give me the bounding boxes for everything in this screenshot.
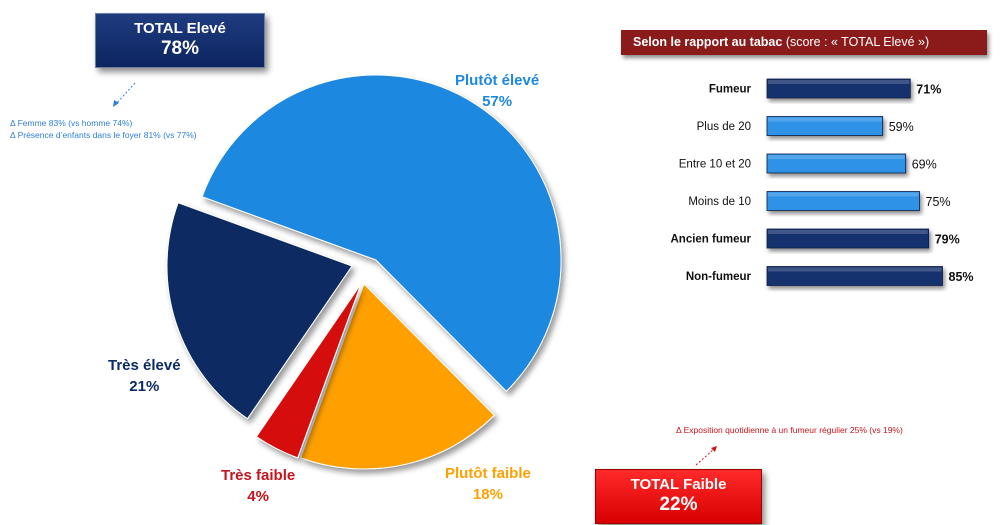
bar-value-label: 59% — [889, 120, 914, 134]
bar-category-label: Moins de 10 — [688, 196, 751, 208]
bar-highlight — [768, 230, 928, 234]
pie-label-plutot-faible-name: Plutôt faible — [445, 465, 531, 482]
bar-highlight — [768, 117, 882, 122]
bar-highlight — [768, 192, 919, 197]
pie-slice-tres-faible — [255, 283, 362, 459]
tabac-chart-header: Selon le rapport au tabac (score : « TOT… — [621, 30, 987, 55]
bar-category-label: Ancien fumeur — [670, 234, 751, 246]
bar-value-label: 85% — [949, 270, 974, 284]
bar — [766, 228, 930, 249]
note-faible: Δ Exposition quotidienne à un fumeur rég… — [676, 425, 903, 435]
bar-highlight — [768, 80, 910, 84]
arrow-eleve — [115, 82, 136, 105]
pie-label-plutot-faible-value: 18% — [472, 486, 503, 503]
note-eleve-1: Δ Femme 83% (vs homme 74%) — [10, 118, 133, 128]
pie-label-plutot-eleve-value: 57% — [482, 93, 513, 110]
note-eleve-2: Δ Présence d’enfants dans le foyer 81% (… — [10, 130, 197, 140]
tabac-header-bold: Selon le rapport au tabac — [633, 35, 783, 49]
bar-value-label: 75% — [926, 195, 951, 209]
bar-category-label: Entre 10 et 20 — [679, 159, 751, 171]
total-eleve-box: TOTAL Elevé 78% — [95, 13, 265, 68]
bar-category-label: Non-fumeur — [686, 271, 752, 283]
bar-value-label: 79% — [935, 233, 960, 247]
total-faible-label: TOTAL Faible — [630, 476, 727, 493]
bar-category-label: Fumeur — [709, 84, 752, 96]
pie-label-tres-eleve: Très élevé 21% — [108, 355, 181, 397]
bar — [766, 266, 943, 286]
bar — [766, 78, 911, 99]
arrow-faible-head — [711, 446, 717, 452]
total-faible-box: TOTAL Faible 22% — [595, 469, 762, 524]
bar-value-label: 71% — [916, 83, 941, 97]
pie-label-tres-faible-name: Très faible — [221, 467, 296, 484]
pie-label-tres-faible-value: 4% — [247, 488, 269, 505]
total-faible-value: 22% — [659, 494, 698, 515]
total-eleve-label: TOTAL Elevé — [134, 20, 226, 37]
pie-label-tres-faible: Très faible 4% — [221, 465, 295, 507]
bar-category-label: Plus de 20 — [697, 121, 751, 133]
arrow-eleve-head — [113, 100, 119, 107]
pie-slice-plutot-eleve — [201, 74, 562, 392]
pie-label-plutot-eleve: Plutôt élevé 57% — [455, 70, 539, 112]
pie-label-plutot-faible: Plutôt faible 18% — [445, 463, 531, 505]
pie-label-tres-eleve-value: 21% — [129, 378, 160, 395]
pie-slice-plutot-faible — [300, 283, 496, 470]
bar — [766, 191, 920, 211]
bar — [766, 116, 884, 136]
bar-highlight — [768, 155, 905, 159]
tabac-header-rest: (score : « TOTAL Elevé ») — [782, 35, 930, 49]
bar — [766, 153, 907, 174]
pie-label-tres-eleve-name: Très élevé — [108, 357, 181, 374]
bar-value-label: 69% — [912, 158, 937, 172]
pie-label-plutot-eleve-name: Plutôt élevé — [455, 72, 540, 89]
bar-highlight — [768, 267, 942, 272]
pie-slice-tres-eleve — [166, 202, 353, 420]
total-eleve-value: 78% — [160, 38, 200, 59]
arrow-faible — [695, 448, 715, 466]
